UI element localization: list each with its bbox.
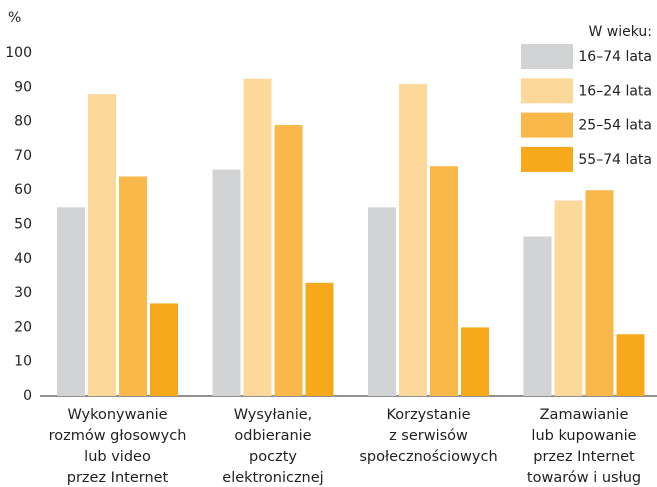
legend-label: 25–54 lata — [578, 118, 652, 134]
x-tick-label-line: Wysyłanie, — [234, 407, 313, 423]
y-tick-label: 70 — [14, 148, 32, 164]
legend-label: 55–74 lata — [578, 152, 652, 168]
y-tick-label: 100 — [5, 45, 32, 61]
legend-label: 16–24 lata — [578, 83, 652, 99]
x-tick-label-line: przez Internet — [67, 470, 169, 486]
x-tick-label-line: lub video — [84, 449, 151, 465]
legend-swatch — [521, 112, 573, 138]
y-tick-label: 10 — [14, 354, 32, 370]
bar — [616, 334, 645, 396]
legend-swatch — [521, 44, 573, 69]
y-tick-label: 60 — [14, 182, 32, 198]
x-tick-label-line: z serwisów — [389, 428, 468, 444]
bar — [523, 236, 552, 396]
x-tick-label: Wysyłanie, odbieranie poczty elektronicznej — [222, 407, 323, 486]
bar — [554, 200, 583, 396]
x-tick-label-line: rozmów głosowych — [49, 428, 187, 444]
y-tick-label: 50 — [14, 217, 32, 233]
bar — [274, 125, 303, 396]
x-tick-label-line: odbieranie — [234, 428, 311, 444]
x-tick-label-line: Wykonywanie — [67, 407, 167, 423]
x-tick-label-line: przez Internet — [533, 449, 635, 465]
x-tick-label-line: społecznościowych — [359, 449, 497, 465]
x-tick-label-line: poczty — [249, 449, 297, 465]
bar — [57, 207, 85, 396]
bar — [430, 166, 458, 396]
bar — [368, 207, 396, 396]
y-tick-label: 20 — [14, 319, 32, 335]
x-tick-label: Korzystanie z serwisów społecznościowych — [359, 407, 497, 465]
x-tick-label: Wykonywanie rozmów głosowych lub video prze… — [49, 407, 187, 486]
x-tick-label-line: towarów i usług — [527, 470, 641, 486]
bar — [585, 190, 614, 396]
legend-title: W wieku: — [588, 24, 652, 40]
y-tick-label: 40 — [14, 251, 32, 267]
y-tick-label: 30 — [14, 285, 32, 301]
y-tick-label: 0 — [23, 388, 32, 404]
x-tick-label-line: lub kupowanie — [531, 428, 636, 444]
x-tick-label-line: elektronicznej — [222, 470, 323, 486]
bar — [305, 282, 334, 396]
bar — [461, 327, 489, 396]
bar — [88, 94, 116, 396]
y-tick-label: 80 — [14, 114, 32, 130]
bar — [119, 176, 147, 396]
y-axis-label: % — [8, 10, 21, 26]
x-tick-label-line: Zamawianie — [540, 407, 629, 423]
legend-swatch — [521, 78, 573, 104]
legend-label: 16–74 lata — [578, 49, 652, 65]
y-tick-label: 90 — [14, 79, 32, 95]
x-tick-label: Zamawianie lub kupowanie przez Internet tow… — [527, 407, 641, 486]
bar — [150, 303, 178, 396]
bar — [243, 78, 272, 396]
bar — [399, 83, 427, 397]
legend-swatch — [521, 146, 573, 172]
bar — [212, 169, 241, 396]
x-tick-label-line: Korzystanie — [386, 407, 470, 423]
